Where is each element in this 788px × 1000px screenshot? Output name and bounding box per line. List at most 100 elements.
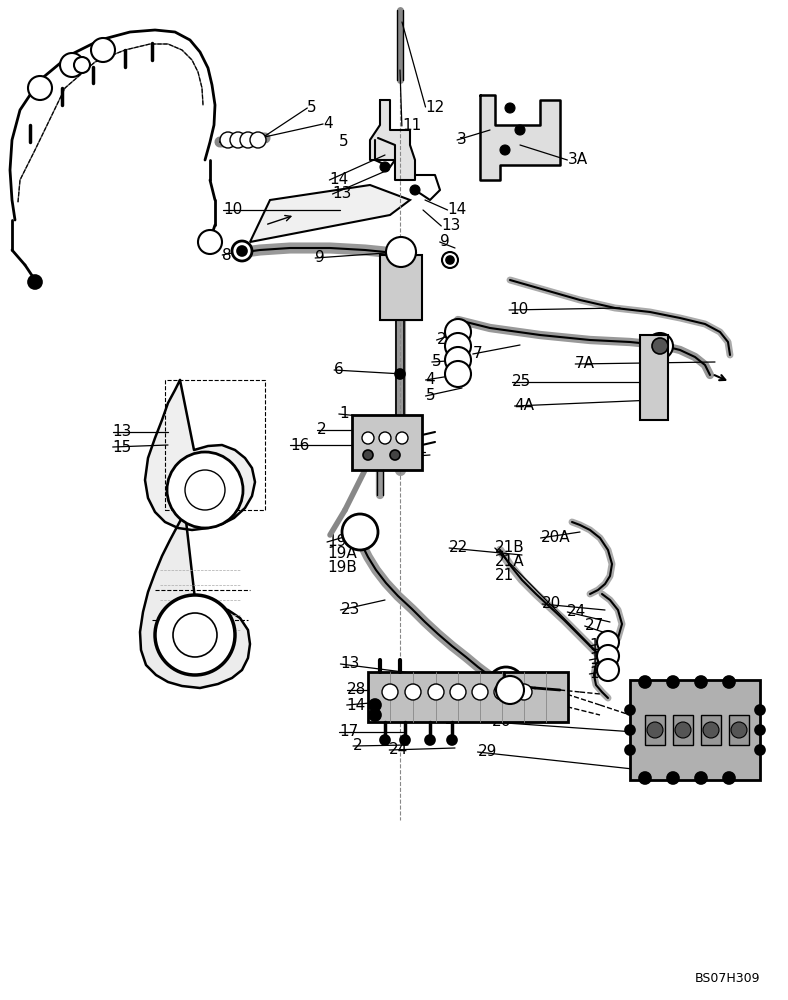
Circle shape [450, 684, 466, 700]
Bar [352, 415, 422, 470]
Text: 17: 17 [339, 724, 358, 740]
Circle shape [652, 338, 668, 354]
Text: 20A: 20A [541, 530, 571, 546]
Circle shape [96, 43, 110, 57]
Circle shape [601, 663, 615, 677]
Circle shape [223, 135, 233, 145]
Circle shape [500, 145, 510, 155]
Circle shape [639, 772, 651, 784]
Text: 1: 1 [339, 406, 348, 422]
Bar [368, 672, 568, 722]
Circle shape [703, 722, 719, 738]
Circle shape [237, 246, 247, 256]
Circle shape [185, 470, 225, 510]
Circle shape [173, 613, 217, 657]
Circle shape [243, 135, 253, 145]
Circle shape [597, 631, 619, 653]
Circle shape [167, 452, 243, 528]
Circle shape [516, 684, 532, 700]
Text: 20: 20 [542, 596, 561, 611]
Text: 28: 28 [347, 682, 366, 698]
Text: 7A: 7A [575, 357, 595, 371]
Circle shape [625, 705, 635, 715]
Bar [630, 680, 760, 780]
Circle shape [445, 319, 471, 345]
Circle shape [755, 745, 765, 755]
Bar [640, 335, 668, 420]
Text: 4: 4 [323, 116, 333, 131]
Circle shape [731, 722, 747, 738]
Circle shape [496, 676, 524, 704]
Circle shape [390, 450, 400, 460]
Circle shape [505, 103, 515, 113]
Text: 12: 12 [426, 100, 444, 114]
Circle shape [723, 772, 735, 784]
Text: 7: 7 [473, 347, 482, 361]
Text: 10: 10 [509, 302, 528, 318]
Text: 10: 10 [223, 202, 242, 218]
Circle shape [253, 135, 263, 145]
Circle shape [488, 667, 524, 703]
Circle shape [445, 347, 471, 373]
Circle shape [386, 237, 416, 267]
Text: 8: 8 [222, 247, 232, 262]
Circle shape [515, 125, 525, 135]
Circle shape [494, 684, 510, 700]
Circle shape [382, 684, 398, 700]
Circle shape [203, 235, 217, 249]
Circle shape [755, 705, 765, 715]
Text: 17: 17 [440, 698, 459, 714]
Text: 14: 14 [448, 202, 466, 218]
Circle shape [667, 676, 679, 688]
Polygon shape [140, 512, 250, 688]
Circle shape [342, 514, 378, 550]
Circle shape [233, 135, 243, 145]
Text: 9: 9 [440, 234, 449, 249]
Circle shape [369, 709, 381, 721]
Circle shape [597, 645, 619, 667]
Circle shape [428, 684, 444, 700]
Polygon shape [370, 100, 415, 180]
Text: 14: 14 [329, 172, 348, 188]
Text: 19B: 19B [327, 560, 357, 574]
Text: 15: 15 [113, 440, 132, 454]
Circle shape [410, 185, 420, 195]
Text: 21B: 21B [495, 540, 525, 556]
Circle shape [400, 735, 410, 745]
Text: 5: 5 [358, 444, 367, 460]
Circle shape [447, 735, 457, 745]
Circle shape [393, 250, 403, 260]
Circle shape [446, 256, 454, 264]
Text: 25: 25 [437, 332, 455, 348]
Bar [165, 380, 265, 510]
Circle shape [380, 162, 390, 172]
Text: 17: 17 [389, 450, 408, 466]
Bar [645, 715, 665, 745]
Circle shape [155, 595, 235, 675]
Circle shape [369, 699, 381, 711]
Circle shape [405, 684, 421, 700]
Circle shape [232, 241, 252, 261]
Circle shape [65, 58, 79, 72]
Circle shape [695, 772, 707, 784]
Circle shape [647, 333, 673, 359]
Text: 11: 11 [402, 118, 421, 133]
Text: 26: 26 [492, 714, 511, 730]
Text: 23: 23 [340, 602, 360, 617]
Circle shape [74, 57, 90, 73]
Circle shape [362, 432, 374, 444]
Circle shape [502, 682, 518, 698]
Text: 19: 19 [327, 534, 347, 550]
Circle shape [450, 324, 466, 340]
Circle shape [395, 369, 405, 379]
Text: 5: 5 [426, 388, 435, 403]
Polygon shape [145, 380, 255, 530]
Text: 18: 18 [589, 639, 608, 654]
Text: 24: 24 [389, 742, 408, 758]
Circle shape [494, 673, 518, 697]
Circle shape [445, 333, 471, 359]
Circle shape [625, 725, 635, 735]
Circle shape [450, 338, 466, 354]
Circle shape [450, 366, 466, 382]
Text: 14: 14 [347, 698, 366, 712]
